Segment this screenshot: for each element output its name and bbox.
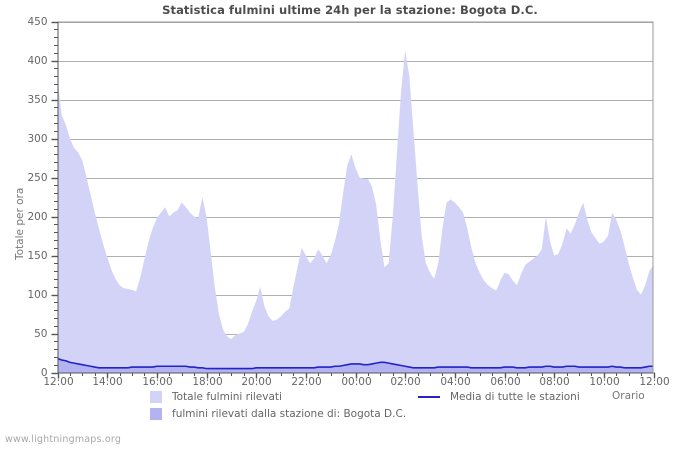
- x-tick-label: 04:00: [440, 376, 471, 388]
- legend-swatch-total: [150, 391, 162, 403]
- chart-legend: Totale fulmini rilevati fulmini rilevati…: [0, 391, 700, 425]
- y-tick-label: 150: [27, 249, 48, 262]
- x-tick-label: 00:00: [341, 376, 372, 388]
- x-tick-label: 12:00: [639, 376, 670, 388]
- y-tick-label: 0: [40, 366, 48, 379]
- area-total-strikes: [57, 50, 654, 373]
- x-tick-label: 12:00: [43, 376, 74, 388]
- chart-title: Statistica fulmini ultime 24h per la sta…: [162, 3, 538, 17]
- y-tick-label: 450: [27, 15, 48, 28]
- y-tick-label: 100: [27, 288, 48, 301]
- x-axis-label: Orario: [612, 390, 645, 402]
- legend-line-mean: [418, 396, 440, 398]
- x-tick-label: 08:00: [539, 376, 570, 388]
- line-mean-all-stations: [57, 357, 654, 370]
- x-tick-label: 02:00: [390, 376, 421, 388]
- y-tick-label: 250: [27, 171, 48, 184]
- watermark-url: www.lightningmaps.org: [5, 434, 122, 445]
- x-tick-label: 18:00: [192, 376, 223, 388]
- x-tick-label: 16:00: [142, 376, 173, 388]
- legend-item-mean[interactable]: Media di tutte le stazioni: [418, 391, 580, 403]
- legend-item-total[interactable]: Totale fulmini rilevati: [150, 391, 282, 403]
- x-tick-label: 06:00: [490, 376, 521, 388]
- x-tick-label: 10:00: [589, 376, 620, 388]
- legend-label-total: Totale fulmini rilevati: [172, 391, 282, 403]
- y-tick-label: 200: [27, 210, 48, 223]
- x-tick-label: 22:00: [291, 376, 322, 388]
- y-tick-label: 300: [27, 132, 48, 145]
- x-tick-label: 14:00: [92, 376, 123, 388]
- y-tick-label: 50: [34, 327, 48, 340]
- x-tick-label: 20:00: [241, 376, 272, 388]
- legend-label-station: fulmini rilevati dalla stazione di: Bogo…: [172, 408, 407, 420]
- y-tick-label: 350: [27, 93, 48, 106]
- legend-label-mean: Media di tutte le stazioni: [450, 391, 580, 403]
- legend-swatch-station: [150, 408, 162, 420]
- legend-item-station[interactable]: fulmini rilevati dalla stazione di: Bogo…: [150, 408, 406, 420]
- y-tick-label: 400: [27, 54, 48, 67]
